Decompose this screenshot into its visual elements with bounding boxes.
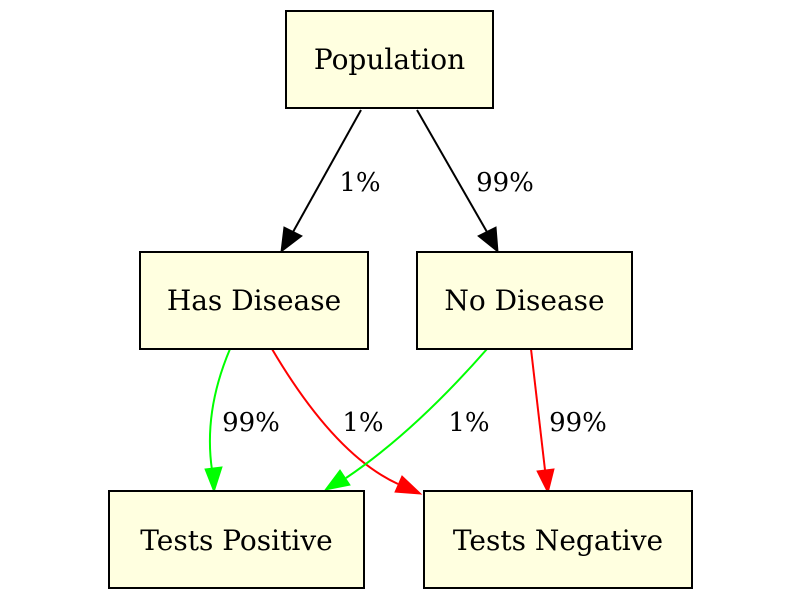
edge-label-has-disease-tests-positive: 99%	[222, 408, 280, 438]
node-population: Population	[285, 10, 494, 109]
edge-label-no-disease-tests-positive: 1%	[448, 408, 489, 438]
arrowhead-icon	[536, 468, 555, 495]
node-tests-negative: Tests Negative	[423, 490, 693, 589]
edge-no-disease-to-tests-negative	[530, 348, 555, 495]
edge-label-no-disease-tests-negative: 99%	[549, 408, 607, 438]
node-box	[139, 251, 369, 350]
node-label: Tests Positive	[140, 524, 332, 557]
node-label: No Disease	[444, 284, 604, 317]
edge-no-disease-to-tests-positive	[323, 348, 488, 491]
arrowhead-icon	[280, 226, 303, 254]
node-tests-positive: Tests Positive	[108, 490, 365, 589]
node-box	[423, 490, 693, 589]
edge-population-to-has-disease	[280, 109, 362, 254]
edge-label-population-has-disease: 1%	[339, 168, 380, 198]
node-label: Population	[314, 43, 465, 76]
edge-line	[292, 109, 362, 233]
edge-line	[345, 348, 488, 479]
edge-line	[208, 348, 231, 471]
arrowhead-icon	[477, 226, 499, 254]
arrowhead-icon	[394, 475, 423, 495]
node-label: Has Disease	[167, 284, 341, 317]
node-label: Tests Negative	[453, 524, 663, 557]
edge-has-disease-to-tests-positive	[204, 348, 231, 494]
arrowhead-icon	[323, 469, 351, 491]
arrowhead-icon	[204, 466, 223, 494]
edge-population-to-no-disease	[416, 109, 499, 254]
edge-line	[416, 109, 488, 233]
edge-label-has-disease-tests-negative: 1%	[342, 408, 383, 438]
node-box	[416, 251, 633, 350]
node-box	[108, 490, 365, 589]
edge-line	[271, 348, 399, 485]
node-box	[285, 10, 494, 109]
node-no-disease: No Disease	[416, 251, 633, 350]
edge-line	[530, 348, 546, 471]
edge-label-population-no-disease: 99%	[476, 168, 534, 198]
node-has-disease: Has Disease	[139, 251, 369, 350]
edge-has-disease-to-tests-negative	[271, 348, 423, 495]
